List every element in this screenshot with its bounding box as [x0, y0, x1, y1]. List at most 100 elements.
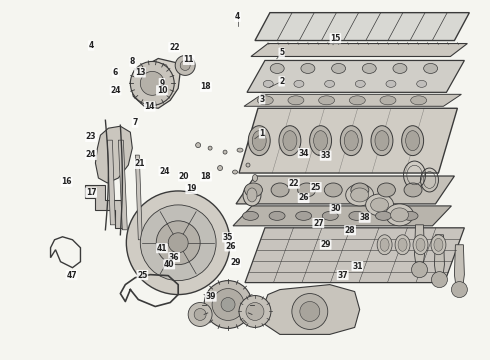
Ellipse shape [318, 96, 335, 105]
Text: 16: 16 [61, 177, 72, 186]
Text: 22: 22 [169, 43, 179, 52]
Text: 38: 38 [359, 213, 370, 222]
Polygon shape [239, 108, 457, 173]
Ellipse shape [370, 198, 389, 212]
Text: 13: 13 [135, 68, 145, 77]
Ellipse shape [346, 184, 374, 206]
Ellipse shape [233, 170, 238, 174]
Ellipse shape [245, 183, 263, 197]
Polygon shape [130, 58, 180, 108]
Ellipse shape [223, 150, 227, 154]
Ellipse shape [203, 172, 207, 178]
Ellipse shape [377, 235, 392, 255]
Circle shape [412, 262, 427, 278]
Ellipse shape [248, 126, 270, 156]
Ellipse shape [218, 166, 222, 171]
Ellipse shape [270, 63, 284, 73]
Ellipse shape [332, 63, 345, 73]
Circle shape [300, 302, 320, 321]
Text: 47: 47 [66, 270, 77, 279]
Circle shape [292, 293, 328, 329]
Ellipse shape [324, 80, 335, 87]
Ellipse shape [263, 80, 273, 87]
Ellipse shape [395, 235, 410, 255]
Polygon shape [85, 185, 125, 228]
Ellipse shape [247, 188, 257, 202]
Ellipse shape [413, 235, 428, 255]
Text: 40: 40 [164, 260, 174, 269]
Ellipse shape [246, 163, 250, 167]
Circle shape [188, 302, 212, 327]
Ellipse shape [295, 211, 312, 220]
Polygon shape [454, 245, 465, 289]
Text: 36: 36 [169, 253, 179, 262]
Text: 18: 18 [200, 82, 211, 91]
Text: 17: 17 [86, 188, 97, 197]
Text: 25: 25 [137, 270, 147, 279]
Polygon shape [415, 225, 424, 270]
Ellipse shape [371, 126, 393, 156]
Circle shape [212, 289, 244, 320]
Text: 4: 4 [235, 12, 240, 21]
Text: 3: 3 [260, 95, 265, 104]
Polygon shape [236, 176, 454, 204]
Ellipse shape [402, 126, 424, 156]
Ellipse shape [341, 126, 362, 156]
Circle shape [130, 62, 174, 105]
Ellipse shape [351, 183, 369, 197]
Circle shape [140, 205, 216, 280]
Ellipse shape [349, 211, 365, 220]
Circle shape [180, 60, 190, 71]
Text: 5: 5 [279, 48, 284, 57]
Ellipse shape [243, 184, 261, 206]
Ellipse shape [362, 63, 376, 73]
Ellipse shape [301, 63, 315, 73]
Circle shape [126, 191, 230, 294]
Ellipse shape [208, 146, 212, 150]
Circle shape [451, 282, 467, 298]
Ellipse shape [351, 188, 368, 202]
Polygon shape [245, 228, 465, 283]
Text: 22: 22 [289, 179, 299, 188]
Text: 23: 23 [86, 132, 97, 141]
Ellipse shape [252, 175, 257, 181]
Text: 10: 10 [157, 86, 167, 95]
Polygon shape [96, 126, 132, 183]
Polygon shape [262, 285, 360, 334]
Ellipse shape [380, 96, 396, 105]
Ellipse shape [377, 183, 395, 197]
Ellipse shape [298, 183, 316, 197]
Text: 30: 30 [330, 204, 341, 213]
Text: 31: 31 [352, 262, 363, 271]
Text: 24: 24 [159, 167, 170, 176]
Text: 14: 14 [145, 102, 155, 111]
Ellipse shape [344, 131, 358, 150]
Ellipse shape [196, 143, 200, 148]
Circle shape [221, 298, 235, 311]
Text: 15: 15 [330, 34, 341, 43]
Ellipse shape [271, 183, 289, 197]
Polygon shape [107, 140, 115, 225]
Text: 20: 20 [179, 172, 189, 181]
Ellipse shape [349, 96, 365, 105]
Polygon shape [133, 62, 170, 99]
Ellipse shape [404, 183, 422, 197]
Circle shape [432, 272, 447, 288]
Circle shape [156, 221, 200, 265]
Ellipse shape [283, 131, 297, 150]
Text: 41: 41 [157, 244, 167, 253]
Circle shape [140, 71, 164, 95]
Ellipse shape [402, 211, 418, 220]
Text: 34: 34 [298, 149, 309, 158]
Polygon shape [255, 13, 469, 41]
Ellipse shape [322, 211, 338, 220]
Text: 25: 25 [311, 183, 321, 192]
Text: 24: 24 [110, 86, 121, 95]
Ellipse shape [355, 80, 365, 87]
Ellipse shape [375, 131, 389, 150]
Ellipse shape [431, 235, 446, 255]
Ellipse shape [294, 80, 304, 87]
Text: 29: 29 [320, 240, 331, 249]
Circle shape [168, 233, 188, 253]
Ellipse shape [314, 131, 328, 150]
